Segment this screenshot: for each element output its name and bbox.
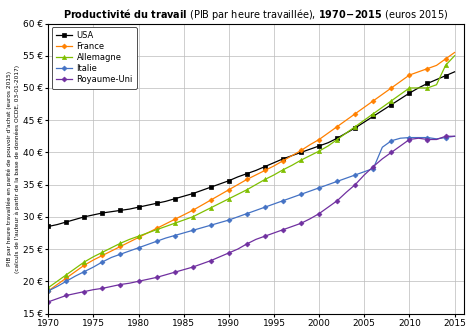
Royaume-Uni <box>154 275 159 279</box>
Line: France: France <box>46 51 456 293</box>
France <box>398 79 403 83</box>
Allemagne <box>55 279 60 283</box>
France <box>46 289 51 293</box>
Italie <box>217 221 223 225</box>
Royaume-Uni <box>253 238 259 242</box>
USA <box>55 222 60 226</box>
Royaume-Uni <box>208 259 214 263</box>
France <box>389 86 394 90</box>
Italie <box>289 196 295 200</box>
USA <box>380 109 385 113</box>
France <box>316 137 322 141</box>
Allemagne <box>398 92 403 96</box>
France <box>73 270 78 274</box>
France <box>289 154 295 158</box>
Italie <box>73 274 78 278</box>
USA <box>217 182 223 186</box>
Italie <box>244 212 250 216</box>
USA <box>253 169 259 173</box>
France <box>118 245 123 249</box>
USA <box>64 220 69 224</box>
Italie <box>199 226 205 230</box>
Allemagne <box>181 218 186 222</box>
France <box>208 198 214 202</box>
France <box>361 105 367 109</box>
Allemagne <box>163 224 168 228</box>
Line: Royaume-Uni: Royaume-Uni <box>46 135 456 304</box>
USA <box>172 197 177 201</box>
USA <box>244 172 250 176</box>
Royaume-Uni <box>163 273 168 277</box>
France <box>217 193 223 197</box>
Italie <box>55 284 60 288</box>
Royaume-Uni <box>172 270 177 274</box>
Allemagne <box>82 260 87 264</box>
Allemagne <box>154 228 159 232</box>
Allemagne <box>425 86 430 90</box>
Italie <box>253 208 259 212</box>
USA <box>181 194 186 198</box>
Royaume-Uni <box>343 190 349 194</box>
Allemagne <box>262 178 268 182</box>
Legend: USA, France, Allemagne, Italie, Royaume-Uni: USA, France, Allemagne, Italie, Royaume-… <box>52 27 137 88</box>
Italie <box>208 223 214 227</box>
Allemagne <box>226 197 232 201</box>
USA <box>199 188 205 192</box>
Allemagne <box>253 183 259 187</box>
USA <box>46 224 51 228</box>
Italie <box>46 289 51 293</box>
Royaume-Uni <box>73 291 78 295</box>
Royaume-Uni <box>389 150 394 154</box>
Line: Italie: Italie <box>46 135 456 293</box>
France <box>298 148 304 152</box>
Allemagne <box>235 192 241 196</box>
Italie <box>226 218 232 222</box>
France <box>172 217 177 221</box>
Line: USA: USA <box>46 70 456 228</box>
USA <box>289 154 295 158</box>
Italie <box>371 166 376 171</box>
USA <box>100 211 105 215</box>
USA <box>434 78 439 82</box>
USA <box>163 199 168 203</box>
France <box>307 143 313 147</box>
Italie <box>118 252 123 256</box>
Allemagne <box>46 286 51 290</box>
USA <box>280 157 286 161</box>
Allemagne <box>190 215 196 219</box>
USA <box>262 164 268 169</box>
Royaume-Uni <box>64 293 69 297</box>
Allemagne <box>361 118 367 122</box>
Italie <box>235 215 241 219</box>
Allemagne <box>100 250 105 254</box>
Royaume-Uni <box>217 255 223 259</box>
France <box>262 169 268 173</box>
Allemagne <box>452 54 457 58</box>
Allemagne <box>199 210 205 214</box>
Italie <box>398 136 403 140</box>
Allemagne <box>380 105 385 109</box>
France <box>280 159 286 163</box>
Royaume-Uni <box>416 136 421 140</box>
Royaume-Uni <box>82 289 87 293</box>
Royaume-Uni <box>199 262 205 266</box>
USA <box>361 120 367 124</box>
Royaume-Uni <box>325 205 331 209</box>
Royaume-Uni <box>425 137 430 141</box>
Royaume-Uni <box>443 134 448 138</box>
Allemagne <box>64 273 69 277</box>
Royaume-Uni <box>136 279 141 283</box>
Y-axis label: PIB par heure travaillée en parité de pouvoir d'achat (euros 2015)
(calculs de l: PIB par heure travaillée en parité de po… <box>7 64 20 273</box>
Italie <box>82 270 87 274</box>
Royaume-Uni <box>398 144 403 148</box>
Italie <box>443 136 448 140</box>
France <box>407 73 412 77</box>
Italie <box>91 265 96 269</box>
Allemagne <box>371 112 376 116</box>
Royaume-Uni <box>145 277 150 281</box>
Royaume-Uni <box>361 173 367 177</box>
Italie <box>334 179 340 183</box>
France <box>325 131 331 135</box>
USA <box>298 150 304 154</box>
Italie <box>452 134 457 138</box>
